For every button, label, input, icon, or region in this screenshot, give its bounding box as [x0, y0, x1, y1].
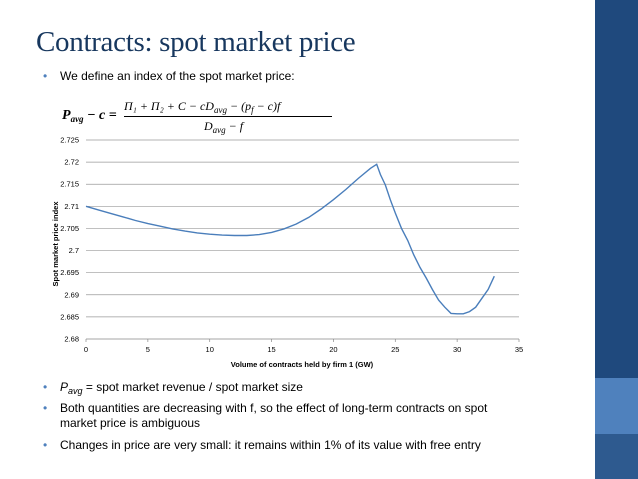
y-tick-label: 2.695	[60, 268, 79, 277]
bullet-dot-icon: •	[43, 69, 48, 83]
y-tick-label: 2.725	[60, 136, 79, 145]
y-tick-label: 2.68	[64, 335, 79, 344]
fraction-bar	[124, 116, 332, 117]
y-tick-label: 2.71	[64, 202, 79, 211]
x-tick-label: 25	[391, 345, 399, 354]
x-tick-label: 30	[453, 345, 461, 354]
x-axis-label: Volume of contracts held by firm 1 (GW)	[231, 360, 374, 369]
y-tick-label: 2.69	[64, 290, 79, 299]
x-tick-label: 15	[267, 345, 275, 354]
y-tick-label: 2.72	[64, 158, 79, 167]
x-tick-label: 10	[206, 345, 214, 354]
bullet-quantities: • Both quantities are decreasing with f,…	[43, 401, 488, 431]
bullet-dot-icon: •	[43, 438, 48, 452]
bullet-changes-text: Changes in price are very small: it rema…	[60, 438, 481, 452]
bullet-quantities-line1: Both quantities are decreasing with f, s…	[60, 401, 488, 415]
x-tick-label: 0	[84, 345, 88, 354]
y-tick-label: 2.7	[69, 246, 79, 255]
chart-grid	[86, 139, 519, 340]
formula-denominator: Davg − f	[204, 119, 244, 135]
chart-ticks: 2.68 2.685 2.69 2.695 2.7 2.705 2.71 2.715 2.72 2…	[60, 136, 523, 355]
y-tick-label: 2.685	[60, 312, 79, 321]
bullet-pavg: • Pavg = spot market revenue / spot mark…	[43, 380, 303, 396]
formula-numerator: Π₁ + Π₂ + C − cDavg − (pf − c)f	[124, 99, 281, 115]
bullet-quantities-line2: market price is ambiguous	[60, 416, 201, 430]
x-tick-label: 5	[146, 345, 150, 354]
intro-bullet: • We define an index of the spot market …	[43, 69, 295, 84]
bullet-dot-icon: •	[43, 401, 48, 415]
x-tick-label: 20	[329, 345, 337, 354]
y-tick-label: 2.715	[60, 180, 79, 189]
sidebar-decoration-mid	[595, 434, 638, 479]
series-line	[85, 163, 495, 315]
bullet-changes: • Changes in price are very small: it re…	[43, 438, 481, 453]
formula-lhs: Pavg − c =	[62, 108, 117, 124]
bullet-dot-icon: •	[43, 380, 48, 394]
slide-title: Contracts: spot market price	[36, 26, 356, 58]
formula: Pavg − c = Π₁ + Π₂ + C − cDavg − (pf − c…	[62, 99, 332, 135]
x-tick-label: 35	[515, 345, 523, 354]
y-axis-label: Spot market price index	[51, 201, 60, 287]
sidebar-decoration-light	[595, 378, 638, 434]
y-tick-label: 2.705	[60, 224, 79, 233]
intro-text: We define an index of the spot market pr…	[60, 69, 295, 83]
